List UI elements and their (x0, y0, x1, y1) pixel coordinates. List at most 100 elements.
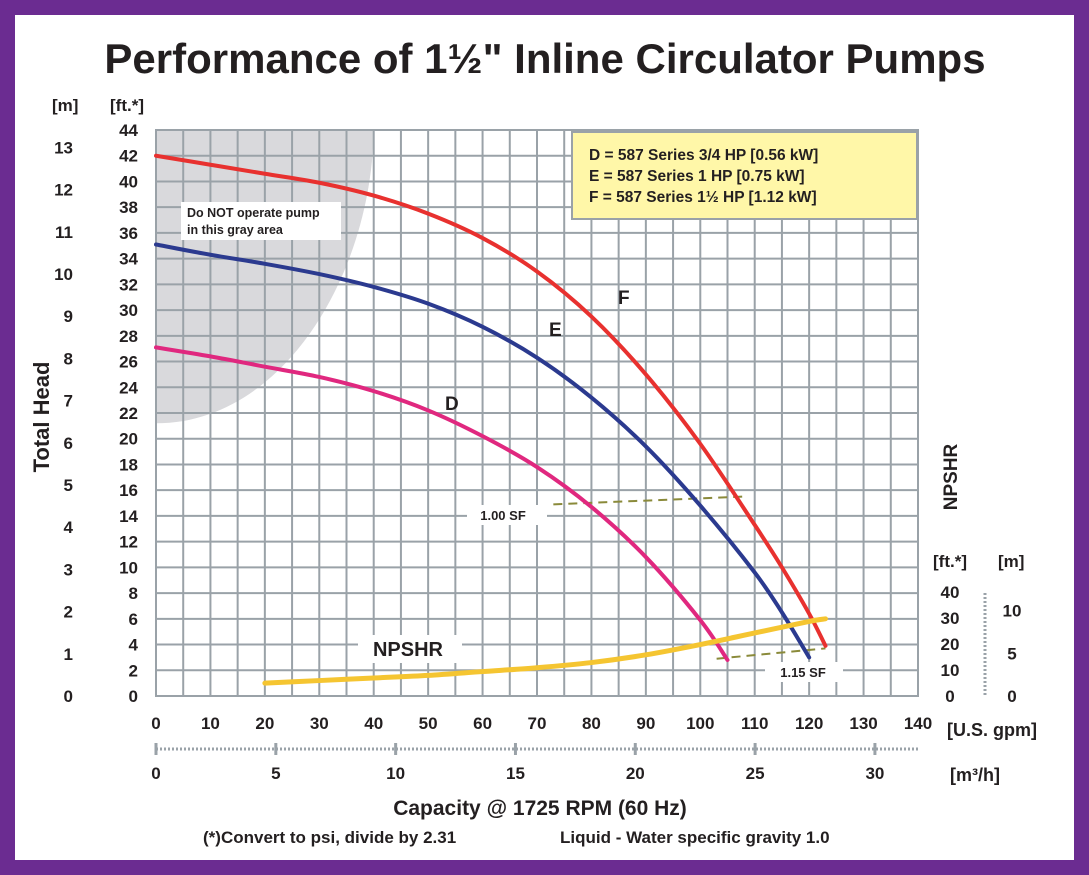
series-line-d (154, 345, 730, 662)
y-tick-ft-label: 34 (119, 250, 138, 269)
legend-entry-f: F = 587 Series 1½ HP [1.12 kW] (589, 189, 817, 206)
sf-115-label: 1.15 SF (780, 665, 826, 680)
y-tick-m-label: 8 (64, 349, 73, 368)
gray-area-note-box (181, 202, 341, 240)
x-tick-m3h-label: 20 (626, 764, 645, 783)
y-tick-ft-label: 12 (119, 533, 138, 552)
y-tick-m-label: 12 (54, 181, 73, 200)
npshr-curve-label-box (358, 635, 462, 663)
y-tick-ft-label: 26 (119, 353, 138, 372)
x-tick-gpm-label: 0 (151, 714, 160, 733)
series-label-e: E (549, 320, 562, 341)
npshr-tick-ft-label: 20 (941, 635, 960, 654)
y-axis-ft-ticks: 0246810121416182022242628303234363840424… (119, 121, 138, 706)
sf-100-label: 1.00 SF (480, 508, 526, 523)
series-lines (154, 153, 828, 686)
gray-area-note-line-2: in this gray area (187, 223, 284, 237)
npshr-unit-m: [m] (998, 552, 1024, 571)
npshr-tick-m-label: 0 (1007, 687, 1016, 706)
y-tick-ft-label: 8 (129, 584, 138, 603)
y-tick-m-label: 9 (64, 307, 73, 326)
x-tick-gpm-label: 20 (255, 714, 274, 733)
footnote-psi: (*)Convert to psi, divide by 2.31 (203, 828, 456, 847)
plot-area-border (155, 129, 919, 697)
x-axis-title: Capacity @ 1725 RPM (60 Hz) (393, 797, 687, 820)
y-tick-ft-label: 6 (129, 610, 138, 629)
y-tick-ft-label: 40 (119, 172, 138, 191)
series-label-f: F (618, 288, 630, 309)
x-tick-gpm-label: 50 (419, 714, 438, 733)
x-tick-gpm-label: 60 (473, 714, 492, 733)
npshr-tick-ft-label: 30 (941, 609, 960, 628)
series-line-e (154, 242, 812, 660)
y-tick-m-label: 11 (55, 223, 73, 242)
y-tick-m-label: 5 (64, 476, 73, 495)
npshr-tick-ft-label: 10 (941, 661, 960, 680)
series-line-npshr (262, 616, 828, 686)
service-factor-lines (553, 495, 826, 660)
x-tick-gpm-label: 100 (686, 714, 714, 733)
y-tick-ft-label: 22 (119, 404, 138, 423)
y-tick-ft-label: 14 (119, 507, 138, 526)
y-tick-ft-label: 32 (119, 275, 138, 294)
chart-title: Performance of 1½" Inline Circulator Pum… (104, 35, 985, 82)
npshr-axis: 0 10 20 30 40 0 5 10 (941, 583, 1022, 706)
legend-entry-d: D = 587 Series 3/4 HP [0.56 kW] (589, 147, 818, 164)
x-tick-m3h-label: 15 (506, 764, 525, 783)
y-tick-m-label: 1 (64, 645, 73, 664)
y-tick-m-label: 4 (64, 518, 74, 537)
legend-box (571, 131, 918, 220)
pump-performance-chart: Performance of 1½" Inline Circulator Pum… (29, 35, 1037, 847)
x-tick-gpm-label: 40 (364, 714, 383, 733)
npshr-tick-m-label: 5 (1007, 644, 1016, 663)
y-tick-ft-label: 4 (129, 636, 139, 655)
gray-area-note-line-1: Do NOT operate pump (187, 206, 320, 220)
y-axis-title: Total Head (29, 362, 54, 473)
y-tick-ft-label: 16 (119, 481, 138, 500)
x-unit-m3h: [m³/h] (950, 765, 1000, 785)
x-axis-m3h-axis: 0 5 10 15 20 25 30 (151, 743, 918, 783)
x-unit-gpm: [U.S. gpm] (947, 720, 1037, 740)
y-tick-m-label: 0 (64, 687, 73, 706)
y-tick-ft-label: 0 (129, 687, 138, 706)
x-tick-m3h-label: 10 (386, 764, 405, 783)
x-tick-m3h-label: 0 (151, 764, 160, 783)
npshr-axis-title: NPSHR (941, 443, 962, 510)
sf-115-label-box (765, 662, 843, 682)
series-line-f (154, 153, 828, 648)
y-tick-ft-label: 44 (119, 121, 138, 140)
y-tick-ft-label: 24 (119, 378, 138, 397)
npshr-unit-ft: [ft.*] (933, 552, 967, 571)
y-tick-m-label: 13 (54, 138, 73, 157)
y-unit-ft: [ft.*] (110, 96, 144, 115)
y-tick-ft-label: 10 (119, 558, 138, 577)
legend-entry-e: E = 587 Series 1 HP [0.75 kW] (589, 168, 805, 185)
x-tick-gpm-label: 140 (904, 714, 932, 733)
x-tick-gpm-label: 130 (849, 714, 877, 733)
x-tick-gpm-label: 90 (636, 714, 655, 733)
gray-area-note: Do NOT operate pump in this gray area (187, 206, 323, 237)
y-tick-ft-label: 2 (129, 661, 138, 680)
x-tick-gpm-label: 70 (528, 714, 547, 733)
y-tick-ft-label: 28 (119, 327, 138, 346)
x-tick-m3h-label: 5 (271, 764, 280, 783)
footnote-liquid: Liquid - Water specific gravity 1.0 (560, 828, 830, 847)
x-tick-m3h-label: 30 (865, 764, 884, 783)
y-tick-m-label: 7 (64, 392, 73, 411)
npshr-tick-ft-label: 40 (941, 583, 960, 602)
x-tick-gpm-label: 30 (310, 714, 329, 733)
y-tick-m-label: 3 (64, 560, 73, 579)
y-tick-ft-label: 42 (119, 147, 138, 166)
y-unit-m: [m] (52, 96, 78, 115)
y-tick-ft-label: 20 (119, 430, 138, 449)
x-tick-gpm-label: 10 (201, 714, 220, 733)
y-tick-ft-label: 38 (119, 198, 138, 217)
y-tick-ft-label: 36 (119, 224, 138, 243)
npshr-tick-m-label: 10 (1003, 602, 1022, 621)
y-tick-m-label: 10 (54, 265, 73, 284)
sf-line-115 (716, 647, 826, 660)
x-tick-m3h-label: 25 (746, 764, 765, 783)
x-tick-gpm-label: 110 (741, 714, 768, 733)
y-tick-ft-label: 18 (119, 455, 138, 474)
sf-100-label-box (467, 505, 547, 525)
